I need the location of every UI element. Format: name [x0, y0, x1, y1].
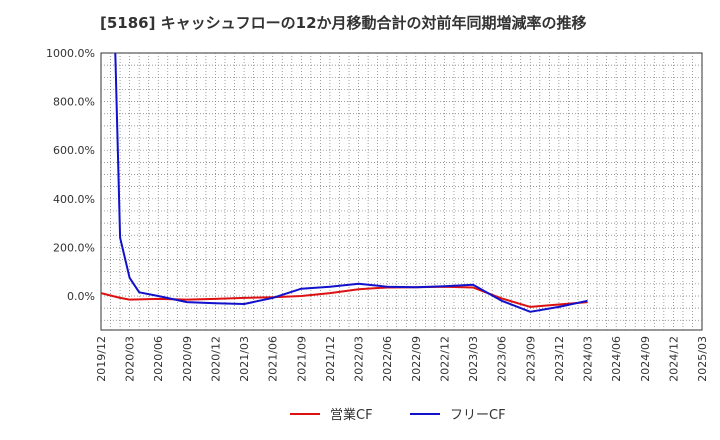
y-tick-label: 800.0% — [53, 96, 95, 109]
x-tick-label: 2024/12 — [667, 336, 680, 382]
x-tick-label: 2021/12 — [324, 336, 337, 382]
x-tick-label: 2020/03 — [124, 336, 137, 382]
x-tick-label: 2022/09 — [410, 336, 423, 382]
x-tick-label: 2022/03 — [353, 336, 366, 382]
x-tick-label: 2020/09 — [181, 336, 194, 382]
legend-label-operating-cf: 営業CF — [330, 407, 373, 423]
y-tick-label: 0.0% — [67, 290, 95, 303]
x-tick-label: 2021/06 — [267, 336, 280, 382]
y-tick-label: 400.0% — [53, 193, 95, 206]
y-tick-label: 200.0% — [53, 241, 95, 254]
x-tick-label: 2020/06 — [152, 336, 165, 382]
x-tick-label: 2019/12 — [95, 336, 108, 382]
x-tick-label: 2023/09 — [524, 336, 537, 382]
x-tick-label: 2022/06 — [381, 336, 394, 382]
x-tick-label: 2024/06 — [610, 336, 623, 382]
x-tick-label: 2024/03 — [582, 336, 595, 382]
series-line-operating-cf — [101, 285, 588, 308]
x-tick-label: 2025/03 — [696, 336, 709, 382]
x-tick-label: 2020/12 — [209, 336, 222, 382]
y-tick-label: 1000.0% — [46, 47, 95, 60]
y-tick-label: 600.0% — [53, 144, 95, 157]
x-tick-label: 2023/06 — [496, 336, 509, 382]
x-tick-label: 2024/09 — [639, 336, 652, 382]
series-line-free-cf — [114, 53, 588, 313]
chart-title: [5186] キャッシュフローの12か月移動合計の対前年同期増減率の推移 — [100, 14, 587, 32]
x-tick-label: 2023/03 — [467, 336, 480, 382]
legend-label-free-cf: フリーCF — [450, 408, 506, 423]
x-tick-label: 2023/12 — [553, 336, 566, 382]
plot-area — [100, 52, 703, 331]
x-tick-label: 2021/09 — [295, 336, 308, 382]
x-tick-label: 2022/12 — [438, 336, 451, 382]
x-tick-label: 2021/03 — [238, 336, 251, 382]
